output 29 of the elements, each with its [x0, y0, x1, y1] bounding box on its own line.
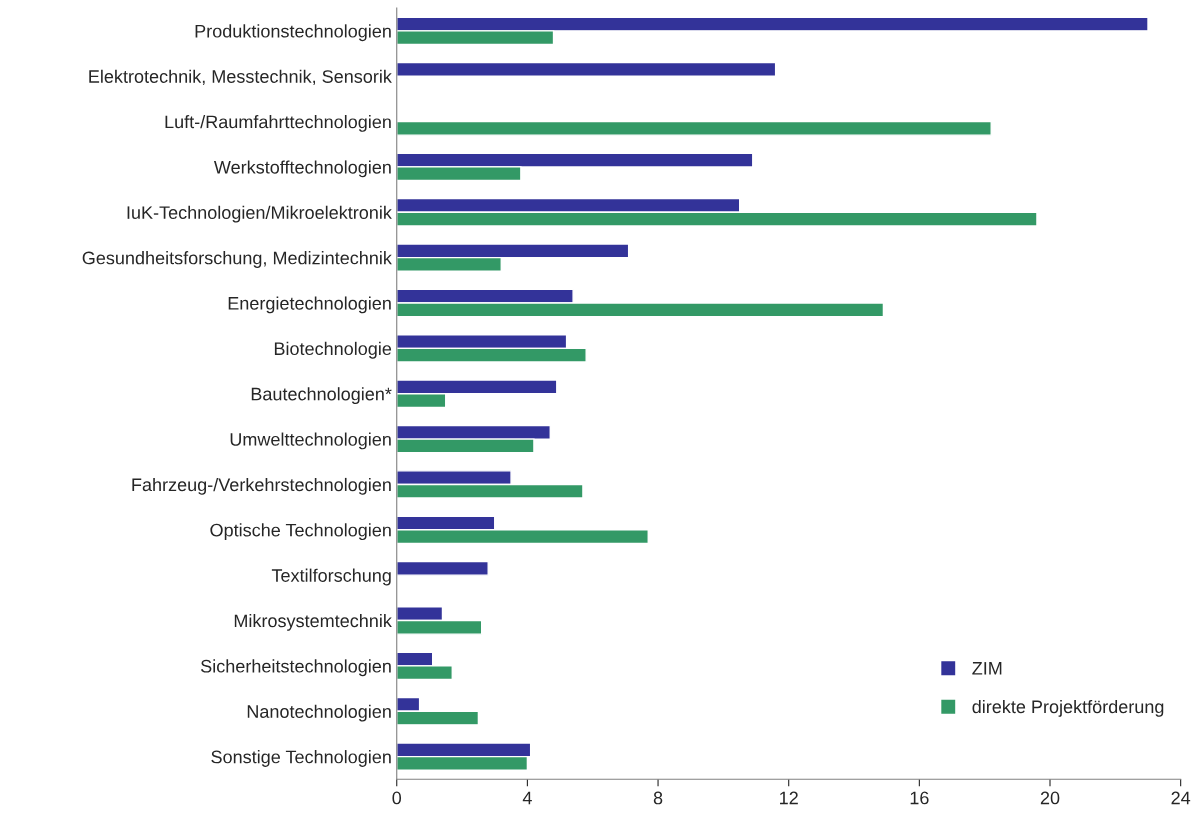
x-tick-label: 4: [522, 791, 532, 805]
y-tick-label: IuK-Technologien/Mikroelektronik: [127, 205, 392, 223]
y-tick-label: Elektrotechnik, Messtechnik, Sensorik: [89, 69, 392, 86]
y-tick-label: Biotechnologie: [274, 341, 392, 359]
y-tick-label: Sonstige Technologien: [211, 750, 391, 767]
y-tick-label: Produktionstechnologien: [195, 24, 391, 42]
x-tick-label: 24: [1171, 791, 1191, 805]
y-tick-label: Fahrzeug-/Verkehrstechnologien: [132, 477, 391, 495]
bar: [396, 61, 777, 77]
y-tick-label: Energietechnologien: [228, 296, 391, 314]
y-tick-label: Werkstofftechnologien: [213, 160, 391, 178]
y-tick-label: Bautechnologien*: [251, 387, 392, 405]
x-tick-label: 8: [653, 791, 663, 805]
legend-label: ZIM: [972, 662, 1002, 675]
y-tick-label: Mikrosystemtechnik: [234, 613, 392, 631]
legend-label: direkte Projektförderung: [972, 699, 1164, 717]
y-tick-label: Gesundheitsforschung, Medizintechnik: [82, 251, 392, 268]
x-tick-label: 16: [910, 791, 929, 805]
x-tick-label: 12: [780, 791, 798, 805]
bar: [396, 120, 992, 136]
y-tick-label: Nanotechnologien: [247, 704, 391, 722]
x-tick-label: 0: [392, 791, 402, 805]
y-tick-label: Luft-/Raumfahrttechnologien: [165, 115, 391, 132]
y-tick-label: Sicherheitstechnologien: [200, 659, 391, 677]
y-tick-label: Textilforschung: [271, 568, 391, 586]
y-tick-label: Optische Technologien: [210, 523, 391, 541]
y-tick-label: Umwelttechnologien: [230, 432, 391, 450]
bar: [396, 560, 489, 576]
x-tick-label: 20: [1040, 791, 1060, 805]
